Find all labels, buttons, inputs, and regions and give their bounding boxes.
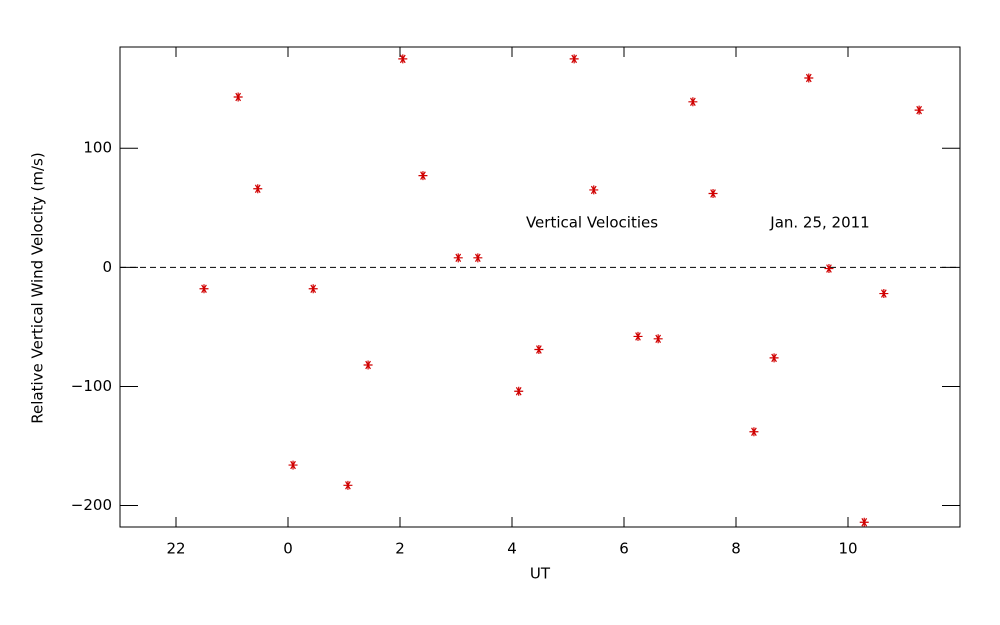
y-tick-label: 100 [83, 139, 112, 157]
data-point [453, 253, 463, 263]
data-point [253, 184, 263, 194]
data-point [534, 345, 544, 355]
annotation: Vertical Velocities [526, 214, 658, 232]
x-tick-label: 2 [395, 540, 405, 558]
x-tick-label: 0 [283, 540, 293, 558]
y-axis-label: Relative Vertical Wind Velocity (m/s) [29, 152, 47, 423]
x-axis-label: UT [530, 565, 551, 583]
x-tick-label: 8 [731, 540, 741, 558]
y-tick-label: −100 [71, 377, 112, 395]
data-point [363, 360, 373, 370]
y-tick-label: 0 [102, 258, 112, 276]
plot-frame [119, 46, 961, 528]
data-point [473, 253, 483, 263]
data-point [308, 284, 318, 294]
data-point [769, 353, 779, 363]
data-point [688, 97, 698, 107]
x-tick-label: 6 [619, 540, 629, 558]
data-point [804, 73, 814, 83]
data-point [569, 54, 579, 64]
data-point [879, 289, 889, 299]
data-point [633, 331, 643, 341]
data-point [418, 171, 428, 181]
data-point [914, 105, 924, 115]
data-point [288, 460, 298, 470]
data-point [233, 92, 243, 102]
x-tick-label: 10 [838, 540, 857, 558]
data-point [824, 264, 834, 274]
data-point [653, 334, 663, 344]
data-point [514, 386, 524, 396]
annotation: Jan. 25, 2011 [769, 214, 869, 232]
data-point [859, 517, 869, 527]
data-point [589, 185, 599, 195]
data-point [343, 480, 353, 490]
data-point [199, 284, 209, 294]
data-point [398, 54, 408, 64]
data-point [708, 189, 718, 199]
x-tick-label: 4 [507, 540, 517, 558]
y-tick-label: −200 [71, 496, 112, 514]
data-point [749, 427, 759, 437]
x-tick-label: 22 [166, 540, 185, 558]
